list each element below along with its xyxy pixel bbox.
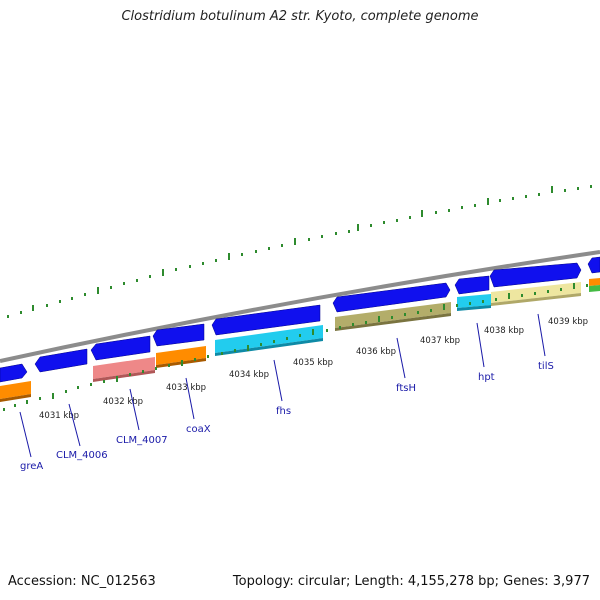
orange-feature-bar bbox=[589, 278, 600, 286]
kbp-labels: 4031 kbp 4032 kbp 4033 kbp 4034 kbp 4035… bbox=[39, 317, 588, 421]
gene-label-hpt[interactable]: hpt bbox=[478, 372, 495, 383]
cds-arrow bbox=[454, 275, 490, 295]
cds-arrow bbox=[152, 323, 205, 347]
accession-label: Accession: NC_012563 bbox=[8, 574, 156, 589]
cyan-feature-bar-edge bbox=[457, 305, 491, 311]
orange-feature-bar bbox=[0, 381, 31, 399]
forward-cds-track bbox=[0, 256, 600, 383]
orange-feature-bar-edge bbox=[0, 394, 31, 402]
gene-label-ftsH[interactable]: ftsH bbox=[396, 383, 416, 394]
gene-label-fhs[interactable]: fhs bbox=[276, 406, 291, 417]
cds-arrow bbox=[489, 262, 582, 288]
gene-labels: greA CLM_4006 CLM_4007 coaX fhs ftsH hpt… bbox=[20, 361, 554, 472]
cyan-feature-bar bbox=[215, 325, 323, 353]
cds-arrow bbox=[211, 304, 321, 336]
kbp-label: 4035 kbp bbox=[293, 358, 333, 368]
cds-arrow bbox=[0, 363, 28, 383]
cyan-feature-bar bbox=[457, 294, 491, 308]
cds-arrow bbox=[332, 282, 451, 313]
gene-leader-lines bbox=[19, 313, 546, 458]
olive-feature-bar-edge bbox=[335, 313, 451, 331]
gene-label-tilS[interactable]: tilS bbox=[538, 361, 554, 372]
cds-arrow bbox=[587, 256, 600, 274]
cds-arrow bbox=[34, 348, 88, 373]
olive-feature-bar bbox=[335, 302, 451, 328]
pink-feature-bar-edge bbox=[93, 370, 155, 382]
kbp-label: 4039 kbp bbox=[548, 317, 588, 327]
inner-tick-row bbox=[3, 283, 588, 411]
gene-label-CLM_4006[interactable]: CLM_4006 bbox=[56, 450, 108, 461]
pink-feature-bar bbox=[93, 357, 155, 379]
kbp-label: 4037 kbp bbox=[420, 336, 460, 346]
gene-label-coaX[interactable]: coaX bbox=[186, 424, 211, 435]
outer-tick-row bbox=[7, 185, 592, 318]
kbp-label: 4038 kbp bbox=[484, 326, 524, 336]
genome-backbone bbox=[0, 250, 600, 363]
kbp-label: 4036 kbp bbox=[356, 347, 396, 357]
khaki-feature-bar-edge bbox=[491, 293, 581, 306]
gene-label-CLM_4007[interactable]: CLM_4007 bbox=[116, 435, 168, 446]
cyan-feature-bar-edge bbox=[215, 338, 323, 356]
kbp-label: 4031 kbp bbox=[39, 411, 79, 421]
kbp-label: 4032 kbp bbox=[103, 397, 143, 407]
genome-stats-label: Topology: circular; Length: 4,155,278 bp… bbox=[232, 574, 590, 589]
cds-arrow bbox=[90, 335, 151, 361]
kbp-label: 4033 kbp bbox=[166, 383, 206, 393]
kbp-label: 4034 kbp bbox=[229, 370, 269, 380]
green-feature-bar bbox=[589, 285, 600, 292]
orange-feature-bar bbox=[156, 346, 206, 365]
gene-label-greA[interactable]: greA bbox=[20, 461, 43, 472]
map-title: Clostridium botulinum A2 str. Kyoto, com… bbox=[121, 9, 479, 24]
